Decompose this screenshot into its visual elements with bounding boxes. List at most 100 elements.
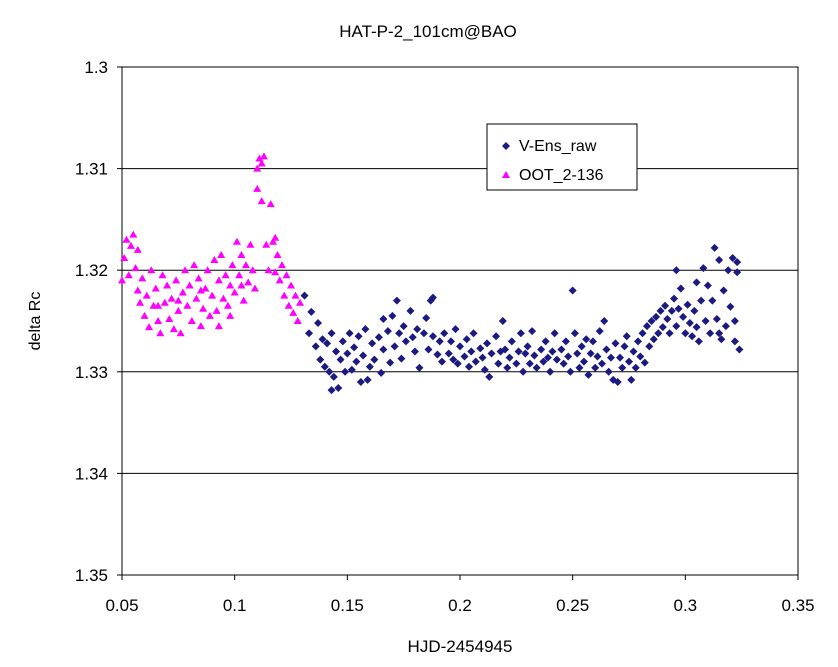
y-tick-label: 1.3 (84, 58, 108, 77)
data-point-oot-2-136 (259, 152, 268, 160)
data-point-v-ens-raw (683, 300, 692, 309)
data-point-v-ens-raw (336, 355, 345, 364)
data-point-v-ens-raw (622, 332, 631, 341)
data-point-v-ens-raw (674, 304, 683, 313)
data-point-v-ens-raw (368, 339, 377, 348)
data-point-v-ens-raw (415, 363, 424, 372)
data-point-v-ens-raw (640, 358, 649, 367)
x-tick-label: 0.15 (331, 596, 364, 615)
data-point-oot-2-136 (160, 298, 169, 306)
data-point-v-ens-raw (307, 307, 316, 316)
data-point-v-ens-raw (631, 363, 640, 372)
data-point-oot-2-136 (192, 294, 201, 302)
data-point-v-ens-raw (586, 349, 595, 358)
data-point-v-ens-raw (611, 339, 620, 348)
data-point-v-ens-raw (379, 345, 388, 354)
data-point-v-ens-raw (681, 329, 690, 338)
data-point-v-ens-raw (383, 327, 392, 336)
data-point-v-ens-raw (410, 347, 419, 356)
data-point-oot-2-136 (237, 250, 246, 258)
data-point-v-ens-raw (652, 312, 661, 321)
data-point-v-ens-raw (480, 365, 489, 374)
data-point-oot-2-136 (253, 184, 262, 192)
x-tick-label: 0.3 (674, 596, 698, 615)
data-point-oot-2-136 (127, 241, 136, 249)
data-point-v-ens-raw (665, 329, 674, 338)
data-point-v-ens-raw (419, 329, 428, 338)
data-point-oot-2-136 (219, 294, 228, 302)
data-point-v-ens-raw (352, 357, 361, 366)
data-point-oot-2-136 (133, 286, 142, 294)
data-point-oot-2-136 (264, 266, 273, 274)
data-point-v-ens-raw (699, 264, 708, 273)
data-point-oot-2-136 (142, 291, 151, 299)
data-point-v-ens-raw (465, 362, 474, 371)
data-point-v-ens-raw (462, 335, 471, 344)
data-point-v-ens-raw (359, 351, 368, 360)
data-point-v-ens-raw (728, 254, 737, 263)
legend-marker-oot-2-136 (502, 171, 510, 178)
data-point-v-ens-raw (570, 329, 579, 338)
plot-area (121, 66, 799, 576)
data-point-v-ens-raw (327, 329, 336, 338)
data-point-v-ens-raw (338, 337, 347, 346)
data-point-oot-2-136 (147, 266, 156, 274)
data-point-v-ens-raw (676, 284, 685, 293)
data-point-oot-2-136 (217, 250, 226, 258)
data-point-oot-2-136 (122, 235, 131, 243)
data-point-oot-2-136 (237, 281, 246, 289)
data-point-oot-2-136 (169, 325, 178, 333)
data-point-v-ens-raw (334, 384, 343, 393)
data-point-v-ens-raw (343, 349, 352, 358)
data-point-v-ens-raw (543, 353, 552, 362)
data-point-oot-2-136 (289, 308, 298, 316)
data-point-v-ens-raw (392, 296, 401, 305)
data-point-v-ens-raw (485, 372, 494, 381)
data-point-oot-2-136 (268, 237, 277, 245)
data-point-v-ens-raw (717, 335, 726, 344)
x-tick-label: 0.2 (448, 596, 472, 615)
data-point-v-ens-raw (561, 337, 570, 346)
data-point-v-ens-raw (730, 337, 739, 346)
data-point-v-ens-raw (476, 344, 485, 353)
data-point-oot-2-136 (282, 271, 291, 279)
data-point-v-ens-raw (582, 335, 591, 344)
legend-marker-v-ens-raw (502, 142, 510, 150)
data-points (118, 152, 744, 395)
data-point-oot-2-136 (246, 240, 255, 248)
data-point-oot-2-136 (257, 197, 266, 205)
data-point-v-ens-raw (679, 312, 688, 321)
data-point-oot-2-136 (133, 245, 142, 253)
data-point-v-ens-raw (374, 333, 383, 342)
data-point-oot-2-136 (196, 286, 205, 294)
data-point-v-ens-raw (424, 345, 433, 354)
data-point-oot-2-136 (296, 298, 305, 306)
data-point-v-ens-raw (730, 317, 739, 325)
data-point-v-ens-raw (552, 355, 561, 364)
data-point-v-ens-raw (456, 342, 464, 351)
data-point-v-ens-raw (525, 359, 534, 368)
data-point-v-ens-raw (627, 375, 636, 384)
data-point-v-ens-raw (541, 337, 550, 346)
data-point-oot-2-136 (138, 274, 147, 282)
data-point-v-ens-raw (408, 333, 417, 342)
data-point-v-ens-raw (692, 278, 701, 287)
data-point-oot-2-136 (244, 278, 253, 286)
data-point-v-ens-raw (602, 345, 611, 354)
data-point-v-ens-raw (494, 359, 503, 368)
data-point-v-ens-raw (548, 347, 557, 356)
y-tick-label: 1.32 (75, 261, 108, 280)
data-point-v-ens-raw (433, 350, 442, 359)
data-point-oot-2-136 (124, 271, 133, 279)
data-point-oot-2-136 (221, 271, 230, 279)
data-point-v-ens-raw (492, 332, 501, 341)
data-point-oot-2-136 (151, 284, 160, 292)
data-point-v-ens-raw (595, 327, 604, 336)
data-point-oot-2-136 (194, 274, 203, 282)
data-point-v-ens-raw (726, 302, 735, 311)
data-point-v-ens-raw (329, 372, 338, 381)
data-point-oot-2-136 (280, 291, 289, 299)
data-point-v-ens-raw (658, 323, 667, 332)
data-point-oot-2-136 (250, 284, 259, 292)
data-point-oot-2-136 (212, 306, 221, 314)
